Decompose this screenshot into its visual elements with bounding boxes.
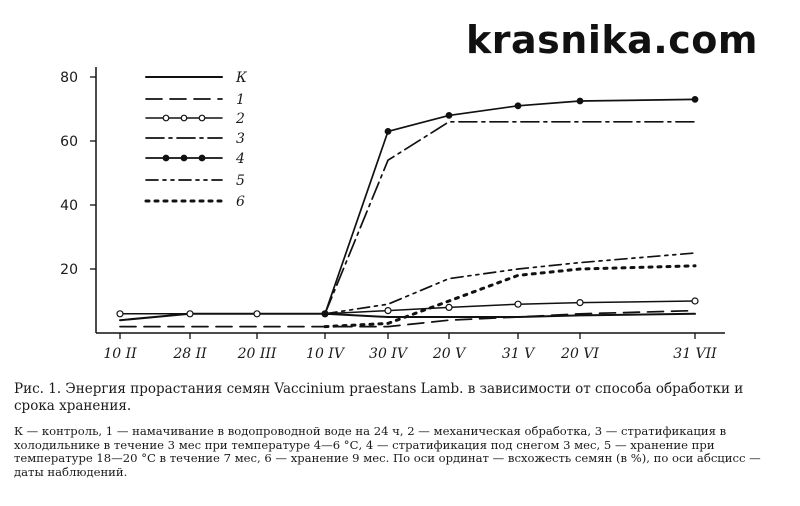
series-line-4 — [324, 98, 696, 315]
legend-marker-2 — [162, 114, 170, 122]
legend-marker-2 — [198, 114, 206, 122]
data-point-4 — [445, 111, 453, 119]
series-line-3 — [324, 120, 696, 315]
legend-marker-4 — [180, 154, 188, 162]
legend-label-4: 4 — [235, 151, 245, 167]
data-point-2 — [116, 310, 124, 318]
y-tick-label: 80 — [60, 70, 78, 86]
x-tick-label: 31 V — [502, 346, 536, 362]
data-point-2 — [253, 310, 261, 318]
legend-label-К: К — [235, 70, 248, 86]
x-tick-label: 10 II — [103, 346, 137, 362]
figure-caption: Рис. 1. Энергия прорастания семян Vaccin… — [14, 381, 744, 414]
legend-marker-2 — [180, 114, 188, 122]
x-tick-label: 31 VII — [673, 346, 717, 362]
data-point-4 — [384, 127, 392, 135]
x-tick-label: 28 II — [172, 346, 207, 362]
y-tick-label: 20 — [60, 262, 78, 278]
watermark: krasnika.com — [466, 18, 758, 62]
figure-legend-text: К — контроль, 1 — намачивание в водопров… — [14, 424, 761, 479]
data-point-2 — [576, 299, 584, 307]
data-point-2 — [691, 297, 699, 305]
series-line-2 — [119, 300, 696, 315]
data-point-4 — [576, 97, 584, 105]
series-line-6 — [323, 264, 697, 329]
x-tick-label: 20 III — [237, 346, 277, 362]
y-tick-label: 60 — [60, 134, 78, 150]
legend-label-2: 2 — [235, 111, 245, 127]
legend-label-6: 6 — [236, 194, 245, 210]
data-point-4 — [691, 95, 699, 103]
series-line-5 — [324, 252, 696, 315]
y-tick-label: 40 — [60, 198, 78, 214]
series-line-1 — [119, 309, 696, 328]
legend-label-1: 1 — [236, 92, 245, 108]
x-tick-label: 10 IV — [306, 346, 346, 362]
data-point-2 — [445, 303, 453, 311]
x-tick-label: 30 IV — [369, 346, 409, 362]
x-tick-label: 20 V — [432, 346, 467, 362]
data-point-2 — [384, 307, 392, 315]
data-point-2 — [186, 310, 194, 318]
data-point-2 — [514, 300, 522, 308]
legend-label-5: 5 — [236, 173, 245, 189]
x-tick-label: 20 VI — [560, 346, 599, 362]
legend-marker-4 — [198, 154, 206, 162]
legend-marker-4 — [162, 154, 170, 162]
legend-label-3: 3 — [236, 131, 245, 147]
data-point-4 — [514, 102, 522, 110]
